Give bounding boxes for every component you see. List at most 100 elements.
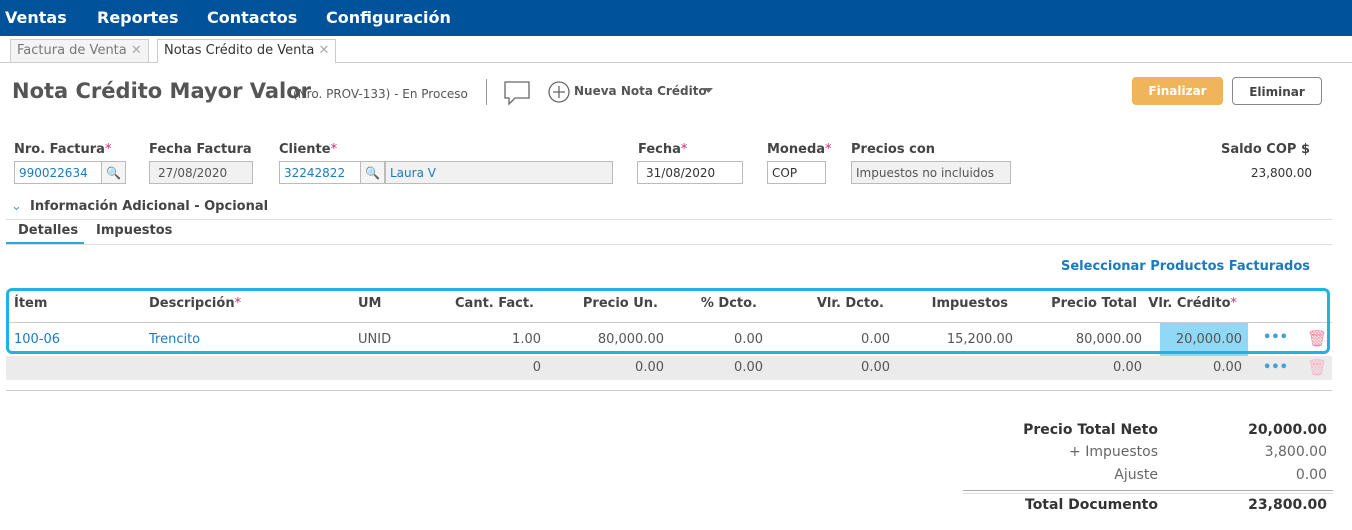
column-header: Impuestos [932,296,1008,311]
summary-line [963,490,1333,491]
column-header: Precio Total [1051,296,1137,311]
cell: 20,000.00 [1175,332,1242,347]
nav-item[interactable]: Ventas [5,8,67,27]
total-cell: 0.00 [635,360,664,375]
tab-active[interactable]: Notas Crédito de Venta ✕ [157,39,337,63]
top-nav [0,0,1352,36]
subtab-underline [6,242,84,244]
column-header: Vlr. Dcto. [817,296,884,311]
more-button[interactable]: ••• [1263,360,1288,375]
dropdown-caret[interactable] [704,88,714,94]
summary-line [963,493,1333,494]
tab[interactable]: Factura de Venta ✕ [10,39,149,62]
header-text: Ítem [14,296,48,311]
nav-item[interactable]: Contactos [207,8,298,27]
cell: 80,000.00 [597,332,664,347]
field-label: Precios con [851,142,936,157]
total-cell: 0 [532,360,541,375]
nav-item[interactable]: Configuración [326,8,451,27]
delete-row[interactable]: 🗑 [1307,329,1328,348]
chevron[interactable]: ⌄ [11,199,22,214]
page-title: Nota Crédito Mayor Valor [12,79,312,103]
divider [486,79,487,105]
total-cell: 0.00 [861,360,890,375]
subtab-active[interactable]: Detalles [18,223,79,238]
tab-label: Factura de Venta [17,43,127,58]
header-text: Cant. Fact. [455,296,534,311]
nav-item[interactable]: Reportes [97,8,179,27]
client-name-input: Laura V [385,161,613,184]
search-button[interactable]: 🔍 [360,161,385,184]
summary-value: 20,000.00 [1248,422,1327,438]
close-icon[interactable]: ✕ [318,43,330,58]
total-cell: 0.00 [734,360,763,375]
header-text: Precio Un. [582,296,658,311]
column-header: % Dcto. [701,296,757,311]
field-label: Nro. Factura* [14,142,111,157]
divider [6,219,1332,220]
header-line [8,322,1332,323]
header-text: Vlr. Crédito [1148,296,1231,311]
header-text: Precio Total [1051,296,1137,311]
label-text: Moneda [767,142,826,157]
search-button[interactable]: 🔍 [101,161,126,184]
tab-line [0,62,1352,63]
select-products-link[interactable]: Seleccionar Productos Facturados [1061,259,1310,274]
summary-value: 0.00 [1295,467,1327,483]
cell: 100-06 [14,332,61,347]
cell: 80,000.00 [1075,332,1142,347]
header-text: Descripción [149,296,235,311]
balance-value: 23,800.00 [1250,166,1312,180]
date-input[interactable]: 31/08/2020 [637,161,743,184]
subtitle: (Nro. PROV-133) - En Proceso [293,87,468,101]
more-button[interactable]: ••• [1263,330,1288,345]
prices-input: Impuestos no incluidos [851,161,1011,184]
subtab[interactable]: Impuestos [96,223,173,238]
total-cell: 0.00 [1213,360,1242,375]
field-label: Fecha Factura [149,142,252,157]
column-header: Cant. Fact. [455,296,534,311]
summary-value: 3,800.00 [1264,444,1327,460]
field-label: Fecha* [638,142,687,157]
column-header: Precio Un. [583,296,658,311]
cell: 0.00 [861,332,890,347]
close-icon[interactable]: ✕ [130,43,142,58]
divider [6,390,1332,391]
required-mark: * [680,142,688,157]
currency-select[interactable]: COP [767,161,826,184]
edit-cell[interactable] [1160,323,1248,356]
cell: Trencito [149,332,201,347]
header-text: UM [358,296,382,311]
column-header: Descripción* [149,296,241,311]
required-mark: * [1230,296,1238,311]
label-text: Nro. Factura [14,142,105,157]
label-text: Fecha [638,142,681,157]
required-mark: * [234,296,242,311]
required-mark: * [825,142,832,157]
tab-label: Notas Crédito de Venta [164,43,315,58]
summary-label: Precio Total Neto [1023,422,1158,438]
additional-toggle[interactable]: Información Adicional - Opcional [30,199,269,214]
invoice-input[interactable]: 990022634 [14,161,102,184]
column-header: Ítem [14,296,47,311]
label-text: Cliente [279,142,331,157]
summary-label: Ajuste [1114,467,1158,483]
summary-label: + Impuestos [1069,444,1158,460]
delete-button[interactable]: Eliminar [1232,77,1322,105]
required-mark: * [104,142,112,157]
summary-value: 23,800.00 [1248,497,1327,513]
client-id-input[interactable]: 32242822 [279,161,361,184]
cell: UNID [358,332,392,347]
cell: 0.00 [734,332,763,347]
header-text: Impuestos [931,296,1008,311]
totals-row [6,356,1332,380]
field-label: Saldo COP $ [1220,142,1310,157]
delete-row[interactable]: 🗑 [1307,358,1328,377]
cell: 15,200.00 [946,332,1013,347]
finalize-button[interactable]: Finalizar [1132,77,1223,105]
focus-box [6,288,1330,354]
new-button[interactable]: Nueva Nota Crédito [574,84,707,98]
comment-icon[interactable] [503,80,531,106]
header-text: % Dcto. [700,296,757,311]
add-icon[interactable] [547,80,571,104]
